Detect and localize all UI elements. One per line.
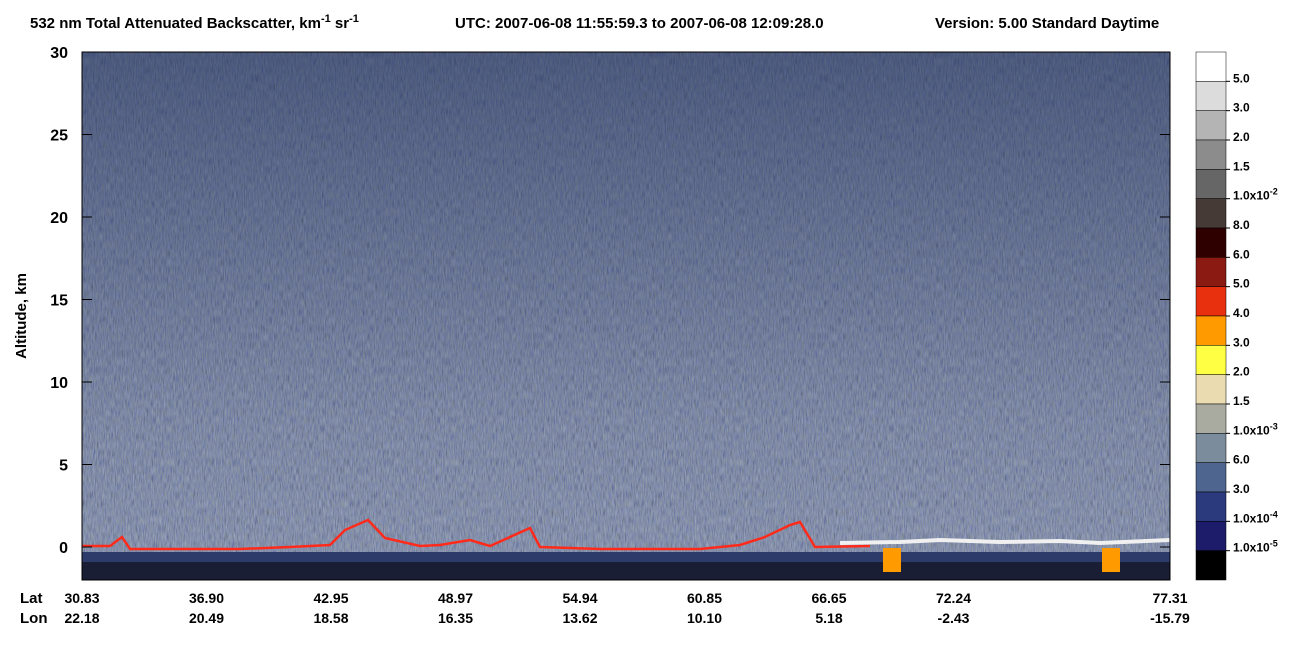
lon-label: 18.58	[313, 610, 348, 626]
colorbar-label: 1.0x10-3	[1233, 421, 1278, 437]
lat-label: 36.90	[189, 590, 224, 606]
colorbar-label-exp: -5	[1270, 539, 1278, 549]
colorbar-label: 2.0	[1233, 365, 1250, 379]
title-superscript: -1	[349, 13, 359, 25]
colorbar-label: 3.0	[1233, 482, 1250, 496]
y-tick-label: 15	[50, 293, 68, 310]
colorbar-label-base: 1.0x10	[1233, 511, 1270, 525]
colorbar-bin	[1195, 198, 1227, 229]
y-tick-label: 10	[50, 375, 68, 392]
title-part: 532 nm Total Attenuated Backscatter, km	[30, 15, 321, 32]
colorbar-label: 2.0	[1233, 130, 1250, 144]
x-row-label: Lon	[20, 610, 48, 627]
colorbar-bin	[1195, 491, 1227, 522]
lat-label: 42.95	[313, 590, 348, 606]
colorbar-bin	[1195, 227, 1227, 258]
colorbar-label: 3.0	[1233, 101, 1250, 115]
version: Version: 5.00 Standard Daytime	[935, 15, 1159, 32]
colorbar-bin	[1195, 169, 1227, 199]
lat-label: 72.24	[936, 590, 971, 606]
colorbar-bin	[1195, 550, 1227, 581]
colorbar-label-base: 1.0x10	[1233, 423, 1270, 437]
colorbar-bin	[1195, 139, 1227, 170]
colorbar-bin	[1195, 521, 1227, 551]
lon-label: 22.18	[64, 610, 99, 626]
colorbar-label-exp: -3	[1270, 421, 1278, 431]
colorbar-label: 8.0	[1233, 218, 1250, 232]
colorbar-label: 5.0	[1233, 277, 1250, 291]
colorbar-label: 1.0x10-5	[1233, 539, 1278, 555]
colorbar-bin	[1195, 374, 1227, 405]
time-range: UTC: 2007-06-08 11:55:59.3 to 2007-06-08…	[455, 15, 824, 32]
lon-label: -15.79	[1150, 610, 1190, 626]
colorbar-bin	[1195, 345, 1227, 375]
colorbar-bin	[1195, 286, 1227, 317]
colorbar-label: 5.0	[1233, 71, 1250, 85]
colorbar-bin	[1195, 433, 1227, 463]
title-part: sr	[331, 15, 350, 32]
colorbar-label: 1.5	[1233, 159, 1250, 173]
colorbar-bin	[1195, 315, 1227, 346]
colorbar-label: 6.0	[1233, 453, 1250, 467]
lon-label: 10.10	[687, 610, 722, 626]
y-tick-label: 20	[50, 210, 68, 227]
y-axis-label: Altitude, km	[13, 273, 30, 359]
colorbar-bin	[1195, 257, 1227, 287]
colorbar-bin	[1195, 110, 1227, 141]
lon-label: 5.18	[815, 610, 842, 626]
colorbar-label-exp: -4	[1270, 509, 1278, 519]
lon-label: 13.62	[562, 610, 597, 626]
colorbar-label-exp: -2	[1270, 187, 1278, 197]
y-tick-label: 25	[50, 128, 68, 145]
title-superscript: -1	[321, 13, 331, 25]
y-tick-label: 0	[59, 540, 68, 557]
lat-label: 48.97	[438, 590, 473, 606]
plot-frame	[81, 51, 1171, 581]
colorbar-bin	[1195, 51, 1227, 82]
lat-label: 66.65	[811, 590, 846, 606]
chart-title: 532 nm Total Attenuated Backscatter, km-…	[30, 13, 359, 32]
colorbar-label: 4.0	[1233, 306, 1250, 320]
colorbar-bin	[1195, 403, 1227, 434]
lon-label: 16.35	[438, 610, 473, 626]
y-tick-label: 5	[59, 458, 68, 475]
colorbar-label-base: 1.0x10	[1233, 541, 1270, 555]
colorbar-label: 6.0	[1233, 247, 1250, 261]
colorbar-bin	[1195, 81, 1227, 111]
colorbar-label: 1.0x10-4	[1233, 509, 1278, 525]
lon-label: 20.49	[189, 610, 224, 626]
lat-label: 77.31	[1152, 590, 1187, 606]
colorbar-label: 1.0x10-2	[1233, 187, 1278, 203]
curtain-image	[82, 52, 1170, 580]
colorbar-bin	[1195, 462, 1227, 493]
lat-label: 54.94	[562, 590, 597, 606]
colorbar-label: 3.0	[1233, 335, 1250, 349]
colorbar-label-base: 1.0x10	[1233, 189, 1270, 203]
x-row-label: Lat	[20, 590, 43, 607]
lat-label: 30.83	[64, 590, 99, 606]
y-tick-label: 30	[50, 45, 68, 62]
lon-label: -2.43	[938, 610, 970, 626]
lat-label: 60.85	[687, 590, 722, 606]
colorbar-label: 1.5	[1233, 394, 1250, 408]
